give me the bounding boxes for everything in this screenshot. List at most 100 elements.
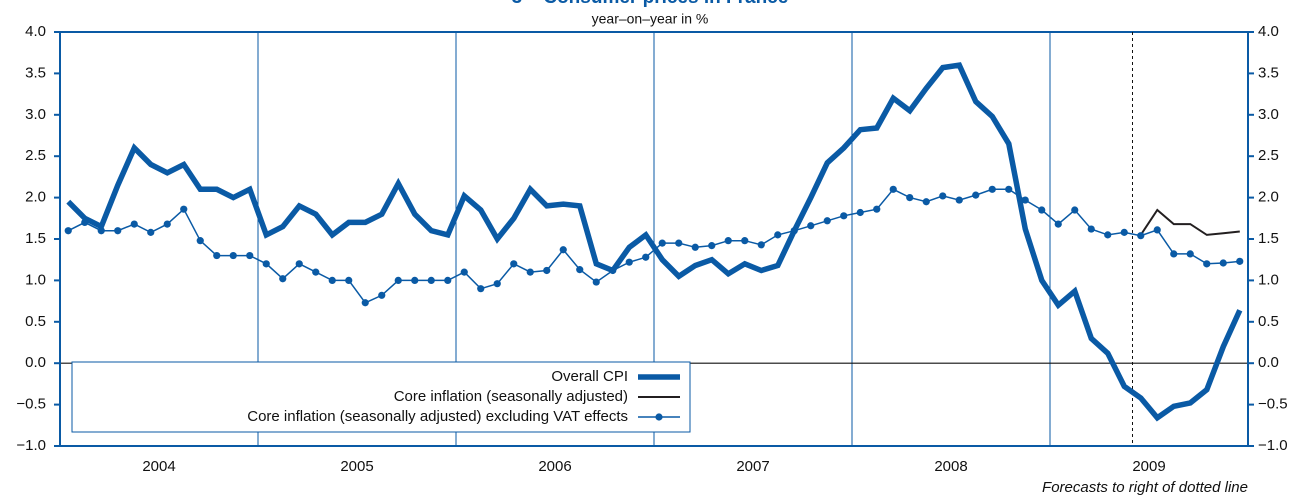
data-point [1137, 232, 1145, 240]
data-point [477, 285, 485, 293]
y-tick-label: −1.0 [16, 437, 46, 454]
forecast-note: Forecasts to right of dotted line [1042, 479, 1248, 496]
y2-tick-label: 1.5 [1258, 230, 1279, 247]
y2-tick-label: 2.5 [1258, 147, 1279, 164]
data-point [543, 266, 551, 275]
y2-tick-label: 3.0 [1258, 106, 1279, 123]
y2-tick-label: −1.0 [1258, 437, 1288, 454]
data-point [823, 217, 831, 225]
data-point [559, 246, 567, 254]
data-point [64, 227, 72, 235]
data-point [625, 258, 633, 266]
y-tick-label: 0.5 [25, 313, 46, 330]
data-point [658, 239, 666, 247]
x-tick-label: 2007 [736, 458, 769, 475]
data-point [328, 276, 336, 284]
data-point [279, 275, 287, 283]
data-point [510, 260, 518, 268]
data-point [691, 243, 699, 251]
data-point [229, 251, 237, 260]
data-point [1054, 220, 1062, 228]
legend-label: Core inflation (seasonally adjusted) [394, 388, 628, 405]
y2-tick-label: 4.0 [1258, 23, 1279, 40]
y2-tick-label: 3.5 [1258, 64, 1279, 81]
data-point [840, 212, 848, 220]
data-point [774, 231, 782, 239]
data-point [988, 185, 996, 193]
data-point [1104, 231, 1112, 239]
data-point [1005, 185, 1013, 193]
data-point [856, 208, 864, 217]
y-tick-label: 1.0 [25, 271, 46, 288]
data-point [180, 205, 188, 213]
y-tick-label: 3.5 [25, 64, 46, 81]
y-tick-label: 2.5 [25, 147, 46, 164]
data-point [1219, 259, 1227, 267]
data-point [1071, 206, 1079, 214]
data-point [246, 251, 254, 260]
legend-label: Overall CPI [551, 368, 628, 385]
data-point [1038, 206, 1046, 214]
data-point [757, 241, 765, 249]
data-point [790, 227, 798, 235]
data-point [444, 276, 452, 284]
data-point [807, 222, 815, 230]
data-point [312, 268, 320, 276]
data-point [394, 276, 402, 284]
data-point [1236, 257, 1244, 265]
data-point [262, 260, 270, 268]
data-point [609, 266, 617, 275]
y2-tick-label: 0.5 [1258, 313, 1279, 330]
data-point [1120, 228, 1128, 236]
data-point [97, 227, 105, 235]
data-point [972, 191, 980, 199]
data-point [741, 237, 749, 245]
data-point [873, 205, 881, 213]
y-tick-label: 1.5 [25, 230, 46, 247]
data-point [427, 276, 435, 284]
data-point [592, 278, 600, 286]
data-point [1203, 260, 1211, 268]
y2-tick-label: 2.0 [1258, 189, 1279, 206]
data-point [81, 218, 89, 227]
data-point [411, 276, 419, 284]
x-tick-label: 2006 [538, 458, 571, 475]
data-point [163, 220, 171, 228]
data-point [1186, 250, 1194, 258]
data-point [1170, 250, 1178, 258]
data-point [642, 253, 650, 261]
data-point [939, 192, 947, 200]
data-point [1153, 226, 1161, 234]
series-line [1139, 208, 1240, 236]
legend-dot [655, 413, 663, 421]
data-point [460, 268, 468, 276]
data-point [1021, 196, 1029, 204]
data-point [378, 291, 386, 299]
data-point [345, 276, 353, 284]
data-point [493, 280, 501, 288]
x-tick-label: 2004 [142, 458, 175, 475]
chart-title: 3 – Consumer prices in France [512, 0, 789, 8]
legend-label: Core inflation (seasonally adjusted) exc… [247, 408, 628, 425]
x-tick-label: 2008 [934, 458, 967, 475]
x-tick-label: 2005 [340, 458, 373, 475]
data-point [724, 237, 732, 245]
y2-tick-label: −0.5 [1258, 396, 1288, 413]
data-point [955, 196, 963, 204]
data-point [906, 194, 914, 202]
y-tick-label: 2.0 [25, 189, 46, 206]
data-point [196, 237, 204, 245]
data-point [708, 242, 716, 250]
data-point [147, 228, 155, 236]
data-point [130, 220, 138, 228]
data-point [361, 299, 369, 307]
data-point [295, 260, 303, 268]
series-line [66, 62, 1243, 422]
chart-subtitle: year–on–year in % [592, 11, 709, 27]
y-tick-label: 4.0 [25, 23, 46, 40]
data-point [675, 239, 683, 247]
legend-box [71, 361, 691, 433]
y-tick-label: 3.0 [25, 106, 46, 123]
data-point [114, 227, 122, 235]
